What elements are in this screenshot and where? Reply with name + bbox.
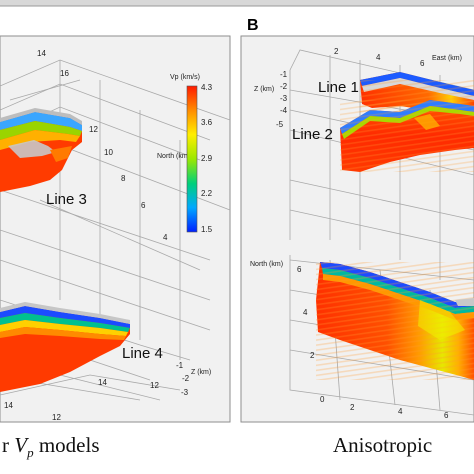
line-3-label: Line 3 (46, 191, 87, 208)
a-right-tick-2: -2 (182, 374, 190, 383)
caption-left-subscript: p (26, 445, 34, 460)
caption-left-suffix: models (34, 433, 100, 457)
colorbar-bar (186, 85, 198, 233)
b-bottom-tick-3: 6 (444, 411, 449, 420)
b-z-tick-4: -4 (280, 106, 288, 115)
a-lower-tick-2: 12 (150, 381, 159, 390)
b-z-label: Z (km) (254, 86, 274, 93)
b-east-label: East (km) (432, 55, 462, 62)
line-2-label: Line 2 (292, 126, 333, 143)
colorbar-tick-2: 3.6 (201, 118, 213, 127)
b-z-tick-5: -5 (276, 120, 284, 129)
panel-b-label: B (247, 17, 259, 34)
a-right-tick-3: -3 (181, 388, 189, 397)
a-side-tick-4: 6 (141, 201, 146, 210)
panel-b-ticks: 2 4 6 East (km) Z (km) -1 -2 -3 -4 -5 No… (250, 47, 462, 420)
b-z-tick-2: -2 (280, 82, 288, 91)
a-z-label: Z (km) (191, 369, 211, 376)
b-north-label: North (km) (250, 261, 283, 268)
colorbar: Vp (km/s) 4.3 3.6 2.9 2.2 1.5 (170, 74, 213, 234)
a-north-label: North (km) (157, 153, 190, 160)
a-side-tick-5: 4 (163, 233, 168, 242)
colorbar-tick-1: 4.3 (201, 83, 213, 92)
b-z-tick-3: -3 (280, 94, 288, 103)
a-right-tick-1: -1 (176, 361, 184, 370)
b-north-tick-1: 6 (297, 265, 302, 274)
b-north-tick-3: 2 (310, 351, 315, 360)
line-4-label: Line 4 (122, 345, 163, 362)
a-bottom-tick-1: 14 (4, 401, 13, 410)
line-1-label: Line 1 (318, 79, 359, 96)
a-top-tick-2: 16 (60, 69, 69, 78)
b-top-tick-3: 6 (420, 59, 425, 68)
a-side-tick-3: 8 (121, 174, 126, 183)
header-strip (0, 0, 474, 6)
b-top-tick-2: 4 (376, 53, 381, 62)
north-section (316, 262, 474, 380)
panel-a-ticks: 14 16 12 10 8 6 4 North (km) -1 -2 Z (km… (4, 49, 211, 422)
a-bottom-tick-2: 12 (52, 413, 61, 422)
a-top-tick-1: 14 (37, 49, 46, 58)
b-top-tick-1: 2 (334, 47, 339, 56)
b-north-tick-4: 0 (320, 395, 325, 404)
caption-left: r Vp models (2, 433, 100, 460)
caption-left-prefix: r (2, 433, 14, 457)
line-2-section (340, 100, 474, 172)
line-4-section (0, 302, 130, 392)
line-3-section (0, 108, 82, 192)
b-north-tick-2: 4 (303, 308, 308, 317)
b-bottom-tick-2: 4 (398, 407, 403, 416)
colorbar-tick-4: 2.2 (201, 189, 213, 198)
caption-right: Anisotropic (333, 433, 432, 457)
a-side-tick-1: 12 (89, 125, 98, 134)
colorbar-tick-3: 2.9 (201, 154, 213, 163)
b-z-tick-1: -1 (280, 70, 288, 79)
colorbar-title: Vp (km/s) (170, 74, 200, 81)
caption-left-symbol: V (14, 433, 29, 457)
b-bottom-tick-1: 2 (350, 403, 355, 412)
a-side-tick-2: 10 (104, 148, 113, 157)
colorbar-tick-5: 1.5 (201, 225, 213, 234)
a-lower-tick-1: 14 (98, 378, 107, 387)
